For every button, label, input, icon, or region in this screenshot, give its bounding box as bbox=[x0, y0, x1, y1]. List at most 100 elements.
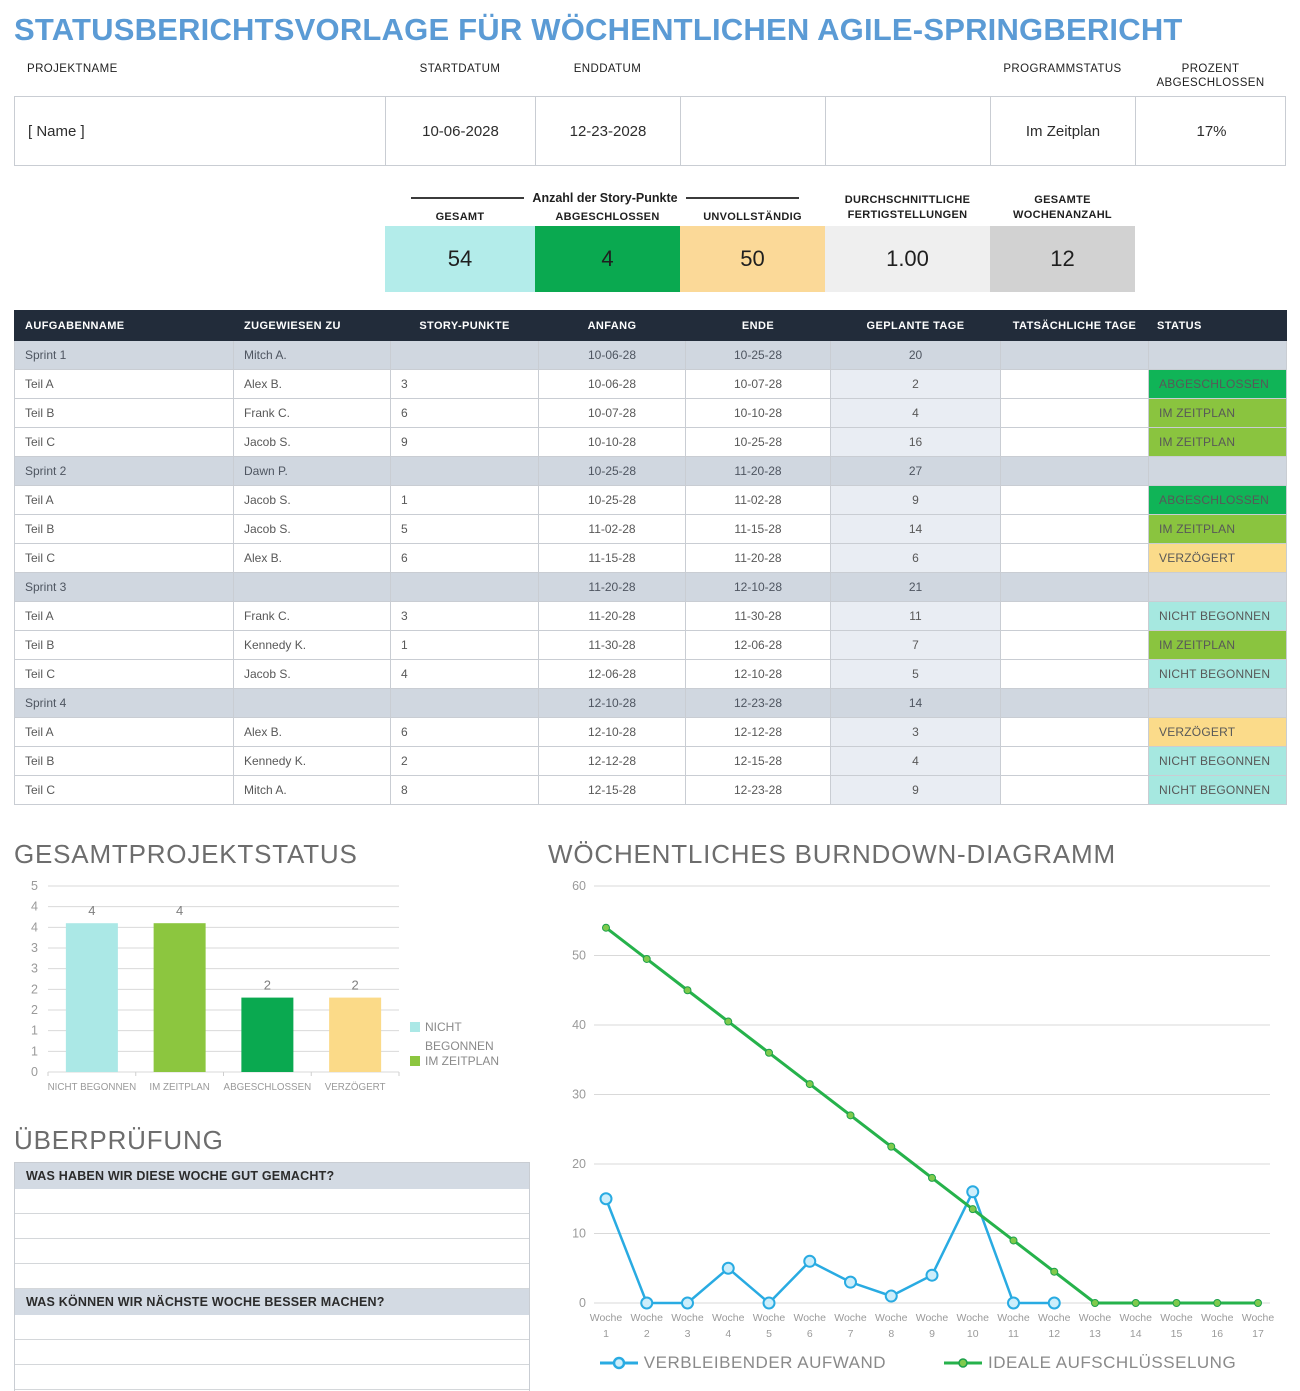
review-answer-row[interactable] bbox=[15, 1315, 529, 1340]
task-name-cell[interactable]: Sprint 4 bbox=[14, 688, 234, 718]
project-name-value[interactable]: [ Name ] bbox=[15, 97, 386, 165]
story-points-cell[interactable]: 1 bbox=[390, 630, 539, 660]
assignee-cell[interactable]: Frank C. bbox=[233, 398, 391, 428]
assignee-cell[interactable]: Alex B. bbox=[233, 543, 391, 573]
task-name-cell[interactable]: Teil C bbox=[14, 659, 234, 689]
story-points-cell[interactable]: 1 bbox=[390, 485, 539, 515]
end-date-cell[interactable]: 11-20-28 bbox=[685, 456, 831, 486]
task-name-cell[interactable]: Teil A bbox=[14, 485, 234, 515]
review-answer-row[interactable] bbox=[15, 1340, 529, 1365]
end-date-cell[interactable]: 12-23-28 bbox=[685, 688, 831, 718]
end-date-cell[interactable]: 12-10-28 bbox=[685, 659, 831, 689]
planned-days-cell[interactable]: 9 bbox=[830, 775, 1001, 805]
end-date-cell[interactable]: 11-15-28 bbox=[685, 514, 831, 544]
status-cell[interactable]: ABGESCHLOSSEN bbox=[1148, 485, 1287, 515]
actual-days-cell[interactable] bbox=[1000, 340, 1149, 370]
empty-cell[interactable] bbox=[681, 97, 826, 165]
planned-days-cell[interactable]: 21 bbox=[830, 572, 1001, 602]
status-cell[interactable]: IM ZEITPLAN bbox=[1148, 514, 1287, 544]
start-date-cell[interactable]: 11-15-28 bbox=[538, 543, 686, 573]
review-answer-row[interactable] bbox=[15, 1189, 529, 1214]
actual-days-cell[interactable] bbox=[1000, 746, 1149, 776]
start-date-cell[interactable]: 11-02-28 bbox=[538, 514, 686, 544]
status-cell[interactable] bbox=[1148, 340, 1287, 370]
assignee-cell[interactable]: Jacob S. bbox=[233, 427, 391, 457]
actual-days-cell[interactable] bbox=[1000, 456, 1149, 486]
start-date-cell[interactable]: 11-30-28 bbox=[538, 630, 686, 660]
end-date-cell[interactable]: 11-02-28 bbox=[685, 485, 831, 515]
percent-complete-value[interactable]: 17% bbox=[1196, 122, 1227, 140]
planned-days-cell[interactable]: 9 bbox=[830, 485, 1001, 515]
start-date-cell[interactable]: 10-07-28 bbox=[538, 398, 686, 428]
task-name-cell[interactable]: Teil B bbox=[14, 746, 234, 776]
status-cell[interactable]: ABGESCHLOSSEN bbox=[1148, 369, 1287, 399]
review-answer-row[interactable] bbox=[15, 1264, 529, 1289]
planned-days-cell[interactable]: 4 bbox=[830, 746, 1001, 776]
status-cell[interactable]: VERZÖGERT bbox=[1148, 717, 1287, 747]
task-name-cell[interactable]: Sprint 2 bbox=[14, 456, 234, 486]
story-points-cell[interactable]: 6 bbox=[390, 398, 539, 428]
task-name-cell[interactable]: Teil B bbox=[14, 398, 234, 428]
review-answer-row[interactable] bbox=[15, 1239, 529, 1264]
start-date-cell[interactable]: 12-10-28 bbox=[538, 688, 686, 718]
planned-days-cell[interactable]: 14 bbox=[830, 514, 1001, 544]
planned-days-cell[interactable]: 14 bbox=[830, 688, 1001, 718]
actual-days-cell[interactable] bbox=[1000, 514, 1149, 544]
status-cell[interactable] bbox=[1148, 688, 1287, 718]
status-cell[interactable]: IM ZEITPLAN bbox=[1148, 427, 1287, 457]
end-date-cell[interactable]: 12-23-28 bbox=[685, 775, 831, 805]
story-points-cell[interactable]: 3 bbox=[390, 601, 539, 631]
assignee-cell[interactable]: Jacob S. bbox=[233, 514, 391, 544]
planned-days-cell[interactable]: 16 bbox=[830, 427, 1001, 457]
assignee-cell[interactable]: Dawn P. bbox=[233, 456, 391, 486]
end-date-cell[interactable]: 12-15-28 bbox=[685, 746, 831, 776]
status-cell[interactable]: VERZÖGERT bbox=[1148, 543, 1287, 573]
end-date-cell[interactable]: 10-07-28 bbox=[685, 369, 831, 399]
assignee-cell[interactable]: Frank C. bbox=[233, 601, 391, 631]
review-answer-row[interactable] bbox=[15, 1214, 529, 1239]
actual-days-cell[interactable] bbox=[1000, 601, 1149, 631]
task-name-cell[interactable]: Teil A bbox=[14, 717, 234, 747]
task-name-cell[interactable]: Teil C bbox=[14, 543, 234, 573]
planned-days-cell[interactable]: 3 bbox=[830, 717, 1001, 747]
planned-days-cell[interactable]: 11 bbox=[830, 601, 1001, 631]
end-date-cell[interactable]: 12-06-28 bbox=[685, 630, 831, 660]
story-points-cell[interactable]: 2 bbox=[390, 746, 539, 776]
status-cell[interactable]: NICHT BEGONNEN bbox=[1148, 746, 1287, 776]
actual-days-cell[interactable] bbox=[1000, 630, 1149, 660]
story-points-cell[interactable]: 6 bbox=[390, 543, 539, 573]
actual-days-cell[interactable] bbox=[1000, 572, 1149, 602]
assignee-cell[interactable]: Kennedy K. bbox=[233, 630, 391, 660]
start-date-cell[interactable]: 10-25-28 bbox=[538, 456, 686, 486]
actual-days-cell[interactable] bbox=[1000, 688, 1149, 718]
actual-days-cell[interactable] bbox=[1000, 775, 1149, 805]
end-date-value[interactable]: 12-23-2028 bbox=[536, 97, 681, 165]
empty-cell[interactable] bbox=[826, 97, 991, 165]
start-date-cell[interactable]: 11-20-28 bbox=[538, 572, 686, 602]
start-date-cell[interactable]: 12-15-28 bbox=[538, 775, 686, 805]
end-date-cell[interactable]: 10-25-28 bbox=[685, 340, 831, 370]
assignee-cell[interactable]: Jacob S. bbox=[233, 485, 391, 515]
start-date-cell[interactable]: 12-10-28 bbox=[538, 717, 686, 747]
planned-days-cell[interactable]: 4 bbox=[830, 398, 1001, 428]
task-name-cell[interactable]: Teil C bbox=[14, 775, 234, 805]
start-date-cell[interactable]: 10-25-28 bbox=[538, 485, 686, 515]
task-name-cell[interactable]: Teil A bbox=[14, 369, 234, 399]
assignee-cell[interactable]: Alex B. bbox=[233, 369, 391, 399]
story-points-cell[interactable] bbox=[390, 456, 539, 486]
start-date-cell[interactable]: 11-20-28 bbox=[538, 601, 686, 631]
assignee-cell[interactable] bbox=[233, 572, 391, 602]
assignee-cell[interactable]: Alex B. bbox=[233, 717, 391, 747]
status-cell[interactable]: IM ZEITPLAN bbox=[1148, 398, 1287, 428]
task-name-cell[interactable]: Teil B bbox=[14, 514, 234, 544]
story-points-cell[interactable]: 8 bbox=[390, 775, 539, 805]
planned-days-cell[interactable]: 20 bbox=[830, 340, 1001, 370]
story-points-cell[interactable]: 5 bbox=[390, 514, 539, 544]
actual-days-cell[interactable] bbox=[1000, 717, 1149, 747]
planned-days-cell[interactable]: 27 bbox=[830, 456, 1001, 486]
start-date-cell[interactable]: 12-06-28 bbox=[538, 659, 686, 689]
review-answer-row[interactable] bbox=[15, 1365, 529, 1390]
status-cell[interactable] bbox=[1148, 456, 1287, 486]
planned-days-cell[interactable]: 6 bbox=[830, 543, 1001, 573]
start-date-cell[interactable]: 10-06-28 bbox=[538, 340, 686, 370]
